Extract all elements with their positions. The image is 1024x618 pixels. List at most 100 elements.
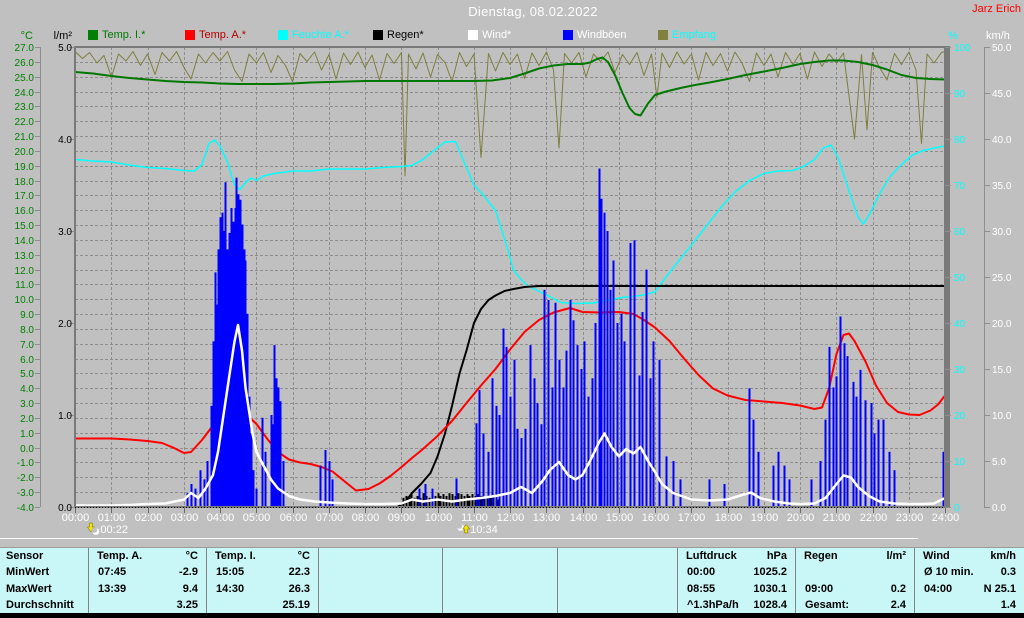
x-axis-label: 02:00 [135,512,163,524]
axis-wind_kmh-tick-label: 35.0 [992,181,1012,192]
axis-temp_c-tick-label: 8.0 [20,325,34,336]
axis-temp_c-tick-label: 16.0 [15,206,35,217]
table-cell-time: Ø 10 min. [924,566,974,579]
table-cell-value: -2.9 [179,566,198,579]
legend-swatch-windboeen-icon [563,30,573,40]
table-cell-time [558,597,623,613]
axis-humidity_pct-tick-label: 70 [954,181,966,192]
axis-rain_lm2-tick-label: 0.0 [58,503,72,514]
legend-label-temp-i: Temp. I.* [102,29,146,41]
moon-crescent-cut [91,527,98,533]
table-col-title [443,548,506,564]
legend-item-windboeen: Windböen [563,29,627,41]
table-cell-time: 00:00 [687,566,716,579]
axis-rain_lm2-tick-label: 3.0 [58,227,72,238]
legend-label-regen: Regen* [387,29,424,41]
axis-temp_c-tick-label: -1.0 [17,458,35,469]
axis-wind_kmh-tick-label: 15.0 [992,365,1012,376]
table-cell-time: Gesamt: [805,599,850,612]
axis-wind_kmh-tick-label: 50.0 [992,43,1012,54]
table-cell-time: 04:00 [924,582,953,595]
page-title: Dienstag, 08.02.2022 [468,4,598,19]
weather-day-chart: 27.0 26.0 25.0 24.0 23.0 22.0 21.0 20.0 19.0 18.0… [15,30,1012,536]
axis-temp_c-tick-label: 9.0 [20,310,34,321]
table-header-row: Luftdruck hPa [678,548,795,564]
bottom-bar [0,613,1024,618]
table-row [558,581,677,597]
table-cell-time [319,581,387,597]
axis-rain_lm2-tick-label: 4.0 [58,135,72,146]
table-cell-value: N 25.1 [983,582,1016,595]
axis-temp_c-tick-label: 5.0 [20,369,34,380]
table-col-unit: °C [297,550,310,562]
table-cell-time: 07:45 [98,566,127,579]
x-axis-label: 03:00 [171,512,199,524]
table-row: 04:00 N 25.1 [915,581,1024,597]
axis-temp_c-tick-label: 19.0 [15,162,35,173]
series-wind-line [73,323,947,507]
axis-temp_c-tick-label: 25.0 [15,73,35,84]
table-col-title [319,548,387,564]
axis-rain_lm2-tick-label: 5.0 [58,43,72,54]
table-header-row: Temp. I. °C [207,548,318,564]
axis-humidity_pct-tick-label: 100 [954,43,971,54]
axis-humidity_pct-tick-label: 50 [954,273,966,284]
table-cell-time [443,564,506,580]
table-row [558,597,677,613]
table-column-luftdruck: Luftdruck hPa 00:00 1025.2 08:55 1030.1 ^1.3hP… [677,548,795,613]
legend-item-empfang: Empfang [658,29,716,41]
table-row: 07:45 -2.9 [89,564,206,580]
table-cell-value [623,564,677,580]
axis-humidity_pct-tick-label: 80 [954,135,966,146]
table-col-unit [506,548,557,564]
axis-temp_c-tick-label: 18.0 [15,177,35,188]
table-row [319,581,442,597]
table-row: 00:00 1025.2 [678,564,795,580]
axis-wind_kmh-unit-label: km/h [986,30,1010,42]
table-cell-value [506,597,557,613]
axis-temp_c-tick-label: -3.0 [17,488,35,499]
table-row: 08:55 1030.1 [678,581,795,597]
legend-item-temp-a: Temp. A.* [185,29,246,41]
x-axis-label: 19:00 [751,512,779,524]
table-row [796,564,914,580]
table-cell-value [623,581,677,597]
moonset-annotation: 00:22 [86,522,128,536]
axis-temp_c: 27.0 26.0 25.0 24.0 23.0 22.0 21.0 20.0 19.0 18.0… [15,30,41,514]
x-axis-label: 21:00 [823,512,851,524]
moonset-time-label: 00:22 [100,524,128,536]
legend-swatch-empfang-icon [658,30,668,40]
axis-humidity_pct-tick-label: 10 [954,457,966,468]
x-axis-label: 24:00 [932,512,960,524]
table-header-row: Wind km/h [915,548,1024,564]
table-row-header: Durchschnitt [6,599,74,612]
x-axis-label: 10:00 [425,512,453,524]
table-cell-value: 25.19 [282,599,310,612]
axis-temp_c-tick-label: 13.0 [15,251,35,262]
axis-wind_kmh-tick-label: 20.0 [992,319,1012,330]
legend-item-feuchte-a: Feuchte A.* [278,29,349,41]
series-feuchte-a--line [74,139,946,305]
table-cell-value: 1028.4 [753,599,787,612]
x-axis-label: 11:00 [461,512,488,524]
axis-wind_kmh-tick-label: 25.0 [992,273,1012,284]
table-header-row [319,548,442,564]
x-axis-label: 22:00 [860,512,888,524]
axis-temp_c-tick-label: 15.0 [15,221,35,232]
legend-swatch-regen-icon [373,30,383,40]
axis-temp_c-tick-label: 7.0 [20,340,34,351]
x-axis: 00:00 01:00 02:00 03:00 04:00 05:00 06:00 07:00… [62,508,960,524]
table-cell-value: 1.4 [1000,599,1016,612]
legend-label-temp-a: Temp. A.* [199,29,247,41]
table-row-header: MaxWert [6,582,52,595]
axis-humidity_pct-unit-label: % [948,30,958,42]
table-cell-value: 1025.2 [753,566,787,579]
table-cell-time [558,564,623,580]
table-cell-time [443,581,506,597]
x-axis-label: 16:00 [642,512,670,524]
table-row: Ø 10 min. 0.3 [915,564,1024,580]
table-cell-value [387,581,442,597]
axis-temp_c-tick-label: 27.0 [15,43,35,54]
x-axis-label: 01:00 [98,512,126,524]
